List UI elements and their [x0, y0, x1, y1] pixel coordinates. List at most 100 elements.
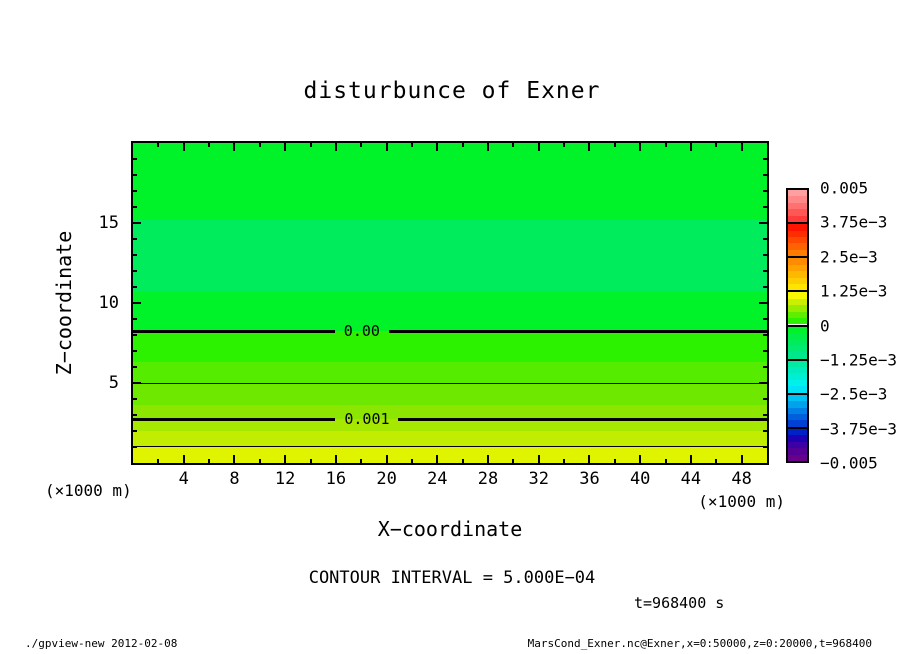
y-axis-tick — [759, 382, 767, 384]
colorbar-cell — [788, 332, 807, 340]
x-axis-tick — [664, 459, 667, 463]
x-axis-tick — [436, 455, 439, 463]
colorbar-cell — [788, 196, 807, 203]
x-axis-tick — [385, 455, 388, 463]
x-tick-label: 4 — [178, 469, 189, 489]
contour-fill-band — [133, 219, 767, 292]
contour-line — [133, 417, 336, 421]
colorbar-cell — [788, 209, 807, 216]
colorbar-cell — [788, 305, 807, 312]
colorbar-tick-label: 1.25e−3 — [820, 281, 888, 301]
x-tick-label: 28 — [477, 469, 499, 489]
y-axis-tick — [759, 302, 767, 304]
y-tick-label: 10 — [98, 293, 119, 313]
y-axis-tick — [133, 318, 137, 320]
colorbar-cell — [788, 292, 807, 299]
x-tick-label: 48 — [731, 469, 752, 489]
colorbar-cell — [788, 249, 807, 257]
contour-line — [398, 417, 767, 421]
x-axis-tick — [639, 143, 642, 151]
x-axis-tick — [715, 459, 718, 463]
x-axis-label: X−coordinate — [377, 517, 523, 541]
x-axis-tick — [334, 143, 337, 151]
x-tick-label: 24 — [427, 469, 448, 489]
time-annotation: t=968400 s — [634, 594, 725, 612]
y-axis-tick — [133, 190, 137, 192]
x-tick-label: 8 — [229, 469, 240, 489]
colorbar-box — [786, 426, 809, 463]
x-axis-tick — [436, 143, 439, 151]
contour-fill-band — [133, 446, 767, 463]
x-axis-tick — [284, 143, 287, 151]
y-axis-tick — [763, 318, 767, 320]
colorbar-cell — [788, 454, 807, 461]
colorbar-tick-label: 0.005 — [820, 178, 869, 198]
contour-fill-band — [133, 331, 767, 363]
contour-fill-band — [133, 383, 767, 406]
x-axis-tick — [309, 143, 312, 147]
x-tick-label: 44 — [680, 469, 702, 489]
y-tick-label: 15 — [98, 213, 119, 233]
x-axis-tick — [487, 455, 490, 463]
x-tick-label: 32 — [528, 469, 549, 489]
contour-line — [388, 329, 767, 333]
colorbar-tick-label: −1.25e−3 — [820, 350, 898, 370]
y-axis-tick — [763, 446, 767, 448]
colorbar-cell — [788, 326, 807, 333]
y-axis-tick — [133, 206, 137, 208]
colorbar-box — [786, 290, 809, 325]
y-axis-tick — [763, 206, 767, 208]
colorbar-cell — [788, 441, 807, 449]
y-axis-tick — [763, 286, 767, 288]
contour-fill-band — [133, 419, 767, 431]
x-axis-tick — [208, 143, 211, 147]
x-axis-tick — [487, 143, 490, 151]
contour-interval-text: CONTOUR INTERVAL = 5.000E−04 — [308, 568, 596, 588]
colorbar-cell — [788, 360, 807, 368]
x-axis-tick — [208, 459, 211, 463]
x-axis-tick — [233, 455, 236, 463]
colorbar-box — [786, 392, 809, 427]
y-axis-tick — [133, 222, 141, 224]
x-axis-tick — [284, 455, 287, 463]
footer-source-text: MarsCond_Exner.nc@Exner,x=0:50000,z=0:20… — [527, 637, 872, 650]
x-axis-unit: (×1000 m) — [698, 492, 785, 511]
colorbar — [786, 188, 809, 463]
y-axis-tick — [763, 430, 767, 432]
x-axis-tick — [740, 455, 743, 463]
y-axis-tick — [133, 446, 137, 448]
x-axis-tick — [664, 143, 667, 147]
colorbar-cell — [788, 190, 807, 197]
y-axis-tick — [763, 174, 767, 176]
x-axis-tick — [613, 143, 616, 147]
x-axis-tick — [182, 455, 185, 463]
x-axis-tick — [410, 459, 413, 463]
colorbar-cell — [788, 202, 807, 210]
contour-label: 0.001 — [344, 410, 390, 428]
x-axis-tick — [588, 143, 591, 151]
y-axis-tick-labels: 5 10 15 — [60, 143, 123, 463]
x-axis-tick — [461, 459, 464, 463]
y-axis-tick — [133, 302, 141, 304]
colorbar-cell — [788, 407, 807, 415]
colorbar-tick-label: 2.5e−3 — [820, 247, 878, 267]
colorbar-cell — [788, 373, 807, 380]
y-axis-tick — [759, 222, 767, 224]
y-axis-tick — [133, 398, 137, 400]
x-axis-tick — [537, 455, 540, 463]
plot-title: disturbunce of Exner — [303, 78, 601, 104]
colorbar-cell — [788, 448, 807, 455]
colorbar-cell — [788, 271, 807, 278]
colorbar-box — [786, 222, 809, 257]
contour-fill-band — [133, 291, 767, 331]
colorbar-cell — [788, 224, 807, 231]
y-axis-tick — [763, 270, 767, 272]
colorbar-cell — [788, 283, 807, 291]
contour-fill-band — [133, 143, 767, 220]
colorbar-box — [786, 256, 809, 291]
y-axis-tick — [133, 174, 137, 176]
x-axis-tick — [563, 143, 566, 147]
colorbar-cell — [788, 367, 807, 374]
colorbar-box — [786, 188, 809, 223]
